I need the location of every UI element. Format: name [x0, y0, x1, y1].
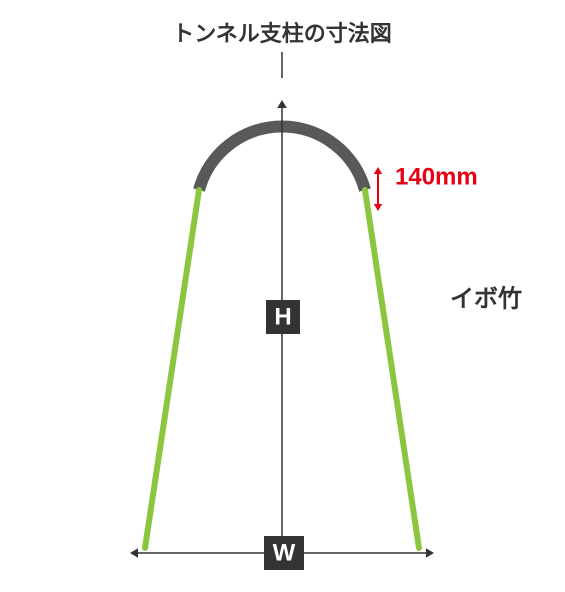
- diagram-title: トンネル支柱の寸法図: [172, 21, 392, 46]
- dim-width-label: W: [273, 540, 296, 567]
- dim-height-label: H: [274, 304, 291, 331]
- tunnel-stake-diagram: トンネル支柱の寸法図 H W 140mm イボ竹: [0, 0, 565, 592]
- callout-insert-depth-label: 140mm: [395, 163, 478, 190]
- callout-leg-label: イボ竹: [450, 285, 522, 312]
